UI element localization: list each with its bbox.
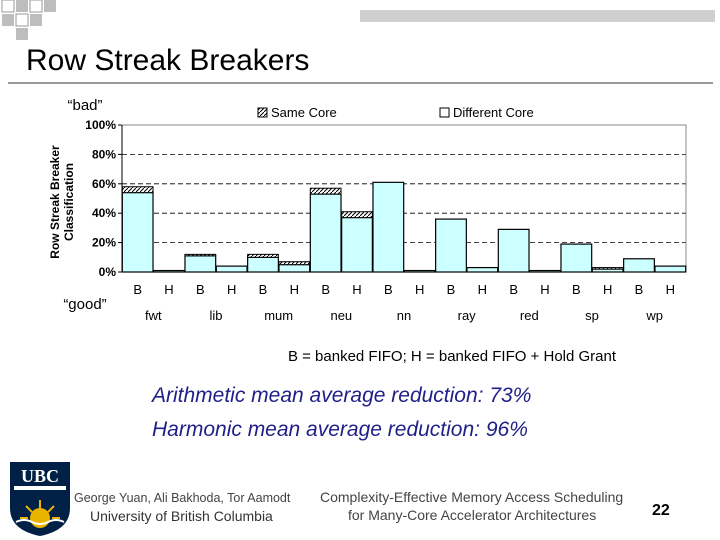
bar-different-core: [278, 264, 311, 273]
y-axis-title-line1: Row Streak Breaker: [48, 145, 62, 259]
ubc-logo: UBC: [10, 462, 70, 536]
corner-square: [44, 0, 56, 12]
harmonic-mean-text: Harmonic mean average reduction: 96%: [152, 418, 528, 441]
bar-different-core: [341, 217, 373, 273]
annotation-good: “good”: [63, 296, 106, 313]
corner-decoration: [1, 0, 56, 40]
bar-different-core: [654, 265, 687, 273]
x-group-label: lib: [209, 308, 222, 323]
bar-different-core: [309, 193, 342, 273]
y-tick-label: 100%: [85, 118, 116, 132]
y-tick-label: 0%: [99, 265, 117, 279]
x-subcategory-label: B: [384, 282, 393, 297]
bar-same-core: [278, 261, 311, 266]
talk-title-line1: Complexity-Effective Memory Access Sched…: [320, 489, 624, 505]
bar-different-core: [466, 266, 499, 273]
ubc-sun-rays: [20, 500, 60, 519]
x-subcategory-label: H: [603, 282, 612, 297]
x-subcategory-label: H: [290, 282, 299, 297]
corner-square: [1, 0, 15, 13]
x-subcategory-label: H: [415, 282, 424, 297]
x-subcategory-label: H: [478, 282, 487, 297]
corner-square: [16, 0, 28, 12]
bar-same-core: [121, 186, 154, 194]
arithmetic-mean-text: Arithmetic mean average reduction: 73%: [152, 384, 532, 407]
annotation-bad: “bad”: [67, 97, 102, 114]
x-group-label: nn: [397, 308, 411, 323]
bar-same-core: [341, 211, 373, 219]
chart-caption: B = banked FIFO; H = banked FIFO + Hold …: [0, 348, 720, 365]
corner-bar: [360, 10, 715, 22]
corner-square: [29, 0, 43, 13]
x-subcategory-label: B: [447, 282, 456, 297]
ubc-waves: [15, 519, 65, 525]
legend-swatch-different-core: [439, 107, 450, 118]
x-subcategory-label: B: [196, 282, 205, 297]
bar-different-core: [184, 255, 217, 273]
x-subcategory-label: H: [540, 282, 549, 297]
bar-different-core: [403, 269, 436, 273]
x-subcategory-label: H: [352, 282, 361, 297]
bar-different-core: [560, 243, 593, 273]
x-group-label: neu: [330, 308, 352, 323]
bar-different-core: [623, 258, 655, 273]
talk-title-line2: for Many-Core Accelerator Architectures: [348, 507, 597, 523]
title-divider: [8, 82, 713, 84]
y-tick-label: 20%: [92, 236, 116, 250]
x-subcategory-label: B: [572, 282, 581, 297]
x-group-label: ray: [458, 308, 477, 323]
authors: George Yuan, Ali Bakhoda, Tor Aamodt: [74, 491, 291, 505]
bar-different-core: [215, 265, 248, 273]
bar-different-core: [153, 269, 185, 273]
corner-square: [16, 28, 28, 40]
bar-different-core: [372, 181, 405, 273]
bar-same-core: [591, 267, 624, 270]
page-number: 22: [652, 502, 670, 519]
ubc-stripe: [14, 486, 66, 490]
bar-different-core: [247, 256, 279, 273]
corner-decoration-right: [360, 10, 715, 22]
bar-same-core: [184, 253, 217, 257]
y-axis-title-line2: Classification: [62, 163, 76, 241]
x-group-label: wp: [645, 308, 663, 323]
bar-different-core: [497, 228, 530, 273]
slide-title: Row Streak Breakers: [26, 44, 310, 77]
legend-label-different-core: Different Core: [453, 105, 534, 120]
x-group-label: sp: [585, 308, 599, 323]
bar-different-core: [435, 218, 467, 273]
x-subcategory-label: H: [666, 282, 675, 297]
corner-square: [15, 13, 29, 27]
x-subcategory-label: H: [227, 282, 236, 297]
x-group-label: mum: [264, 308, 293, 323]
x-subcategory-label: B: [321, 282, 330, 297]
corner-square: [30, 14, 42, 26]
university: University of British Columbia: [90, 508, 273, 524]
x-subcategory-label: B: [259, 282, 268, 297]
x-subcategory-label: H: [164, 282, 173, 297]
bar-same-core: [247, 253, 279, 258]
chart-caption-text: B = banked FIFO; H = banked FIFO + Hold …: [287, 348, 617, 365]
bar-different-core: [121, 192, 154, 273]
legend-label-same-core: Same Core: [271, 105, 337, 120]
y-tick-label: 60%: [92, 177, 116, 191]
corner-square: [2, 14, 14, 26]
x-group-label: fwt: [145, 308, 162, 323]
legend-swatch-same-core: [257, 107, 268, 118]
bar-same-core: [309, 187, 342, 195]
x-group-label: red: [520, 308, 539, 323]
x-subcategory-label: B: [635, 282, 644, 297]
x-subcategory-label: B: [509, 282, 518, 297]
bar-different-core: [529, 269, 561, 273]
y-tick-label: 40%: [92, 206, 116, 220]
ubc-logo-text: UBC: [21, 466, 59, 486]
y-tick-label: 80%: [92, 147, 116, 161]
x-subcategory-label: B: [133, 282, 142, 297]
